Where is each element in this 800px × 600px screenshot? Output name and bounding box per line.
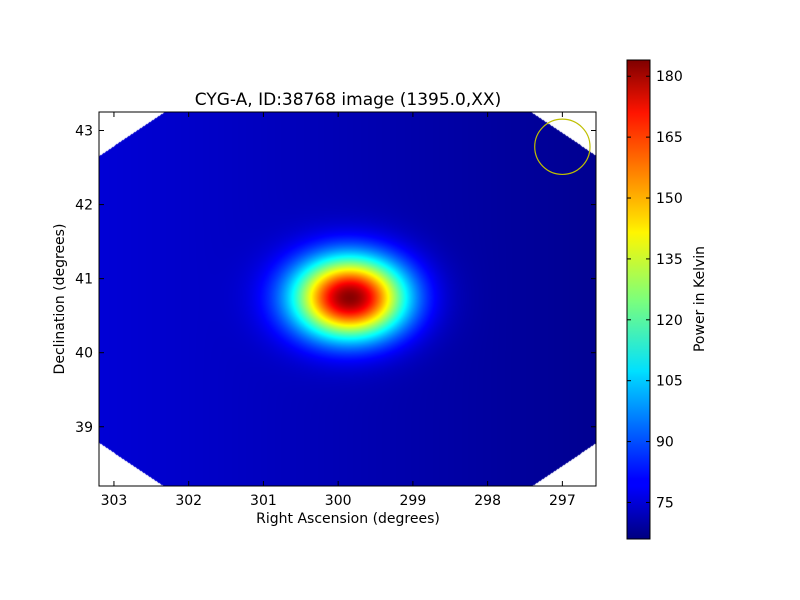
x-tick-label: 302 [175, 493, 202, 509]
x-tick-label: 298 [474, 493, 501, 509]
beam-circle [534, 118, 591, 176]
colorbar-tick-label: 90 [656, 435, 674, 451]
colorbar-label: Power in Kelvin [692, 246, 708, 352]
colorbar [626, 59, 651, 540]
x-tick-label: 299 [400, 493, 427, 509]
heatmap-image [99, 112, 596, 486]
x-tick-label: 301 [250, 493, 277, 509]
y-tick-label: 42 [75, 198, 93, 214]
chart-title: CYG-A, ID:38768 image (1395.0,XX) [195, 90, 501, 110]
y-axis-label: Declination (degrees) [52, 224, 68, 375]
heatmap-area [99, 112, 596, 486]
colorbar-tick-label: 150 [656, 191, 683, 207]
colorbar-tick-label: 165 [656, 130, 683, 146]
colorbar-tick-label: 75 [656, 495, 674, 511]
colorbar-tick-label: 120 [656, 313, 683, 329]
x-tick-label: 300 [325, 493, 352, 509]
colorbar-ticks: 75 90 105 120 135 150 165 180 [627, 69, 683, 511]
y-tick-label: 43 [75, 124, 93, 140]
x-tick-label: 303 [101, 493, 128, 509]
y-tick-label: 39 [75, 420, 93, 436]
colorbar-tick-label: 105 [656, 374, 683, 390]
colorbar-tick-label: 135 [656, 252, 683, 268]
y-tick-label: 40 [75, 346, 93, 362]
plot-frame [98, 111, 597, 487]
x-axis: 303 302 301 300 299 298 297 [101, 112, 576, 509]
x-axis-label: Right Ascension (degrees) [256, 511, 440, 527]
x-tick-label: 297 [549, 493, 576, 509]
y-tick-label: 41 [75, 272, 93, 288]
colorbar-tick-label: 180 [656, 69, 683, 85]
y-axis: 39 40 41 42 43 [75, 124, 596, 436]
